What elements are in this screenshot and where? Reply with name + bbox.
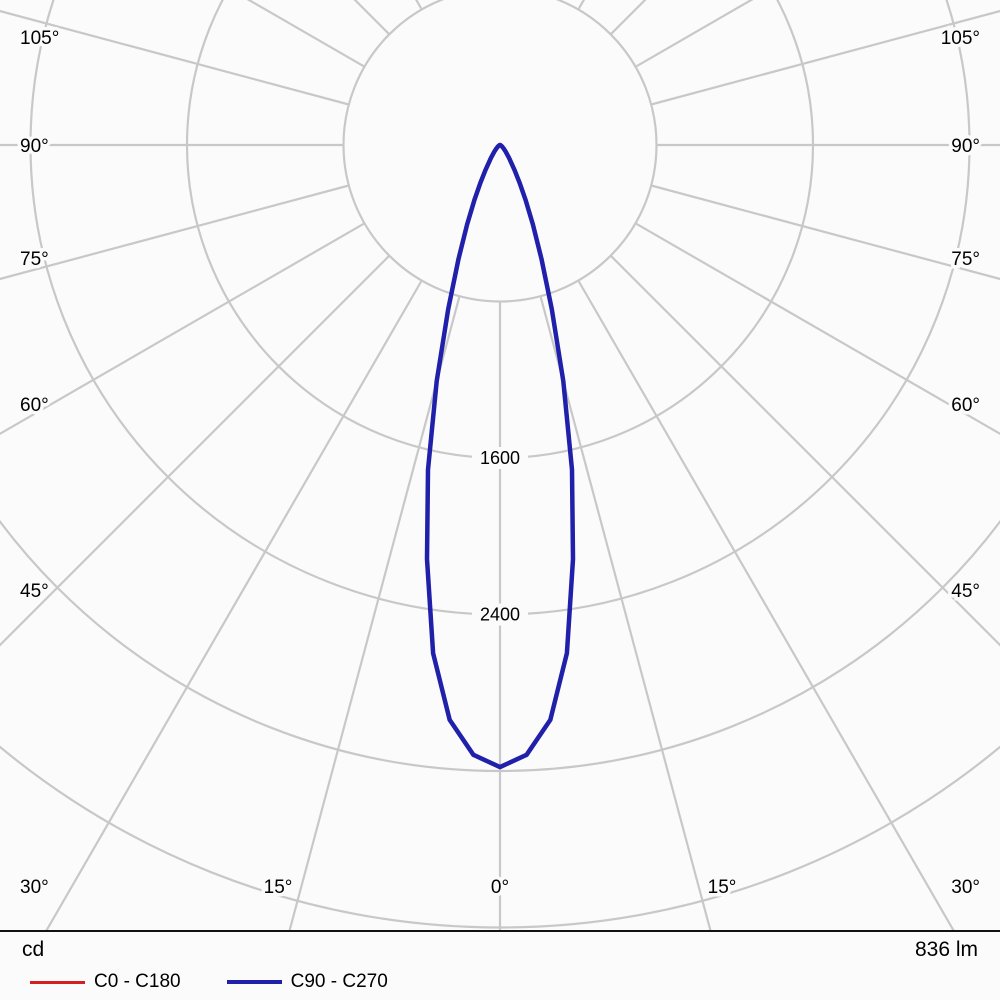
angle-tick-label: 45° — [20, 581, 49, 602]
footer: cd 836 lm C0 - C180 C90 - C270 — [0, 930, 1000, 1000]
angle-tick-label: 105° — [941, 28, 980, 49]
angle-tick-label: 75° — [951, 249, 980, 270]
legend-item-c0-c180: C0 - C180 — [30, 971, 181, 993]
angle-tick-label: 15° — [264, 877, 293, 898]
angle-tick-label: 15° — [708, 877, 737, 898]
radial-label-backing — [472, 447, 528, 469]
footer-top-row: cd 836 lm — [0, 932, 1000, 961]
legend-line-red — [30, 980, 85, 984]
angle-tick-label: 30° — [951, 877, 980, 898]
legend-label-c0-c180: C0 - C180 — [94, 971, 181, 993]
legend: C0 - C180 C90 - C270 — [0, 971, 1000, 993]
radial-tick-labels: 1600 2400 — [472, 447, 528, 626]
legend-item-c90-c270: C90 - C270 — [226, 971, 388, 993]
angle-tick-label: 30° — [20, 877, 49, 898]
polar-grid — [0, 0, 1000, 930]
radial-tick-label: 2400 — [480, 605, 520, 625]
angle-tick-label: 90° — [951, 136, 980, 157]
angle-tick-label: 60° — [20, 395, 49, 416]
angle-tick-labels: 105° 90° 75° 60° 45° 30° 15° 0° 15° 30° 45° 60° 75° 9… — [17, 25, 984, 902]
intensity-curves — [424, 142, 576, 770]
polar-chart-svg: 105° 90° 75° 60° 45° 30° 15° 0° 15° 30° 45° 60° 75° 9… — [0, 0, 1000, 930]
angle-tick-label: 60° — [951, 395, 980, 416]
radial-label-backing — [472, 603, 528, 626]
luminous-flux-label: 836 lm — [914, 938, 978, 961]
radial-tick-label: 1600 — [480, 448, 520, 468]
unit-label: cd — [22, 938, 45, 961]
angle-tick-label: 45° — [951, 581, 980, 602]
curve-c90-c270 — [424, 142, 576, 770]
legend-label-c90-c270: C90 - C270 — [290, 971, 388, 993]
angle-tick-label: 90° — [20, 136, 49, 157]
legend-line-blue — [226, 980, 282, 985]
angle-tick-label: 75° — [20, 249, 49, 270]
angle-tick-label: 105° — [20, 28, 59, 49]
angle-tick-label: 0° — [491, 877, 509, 898]
